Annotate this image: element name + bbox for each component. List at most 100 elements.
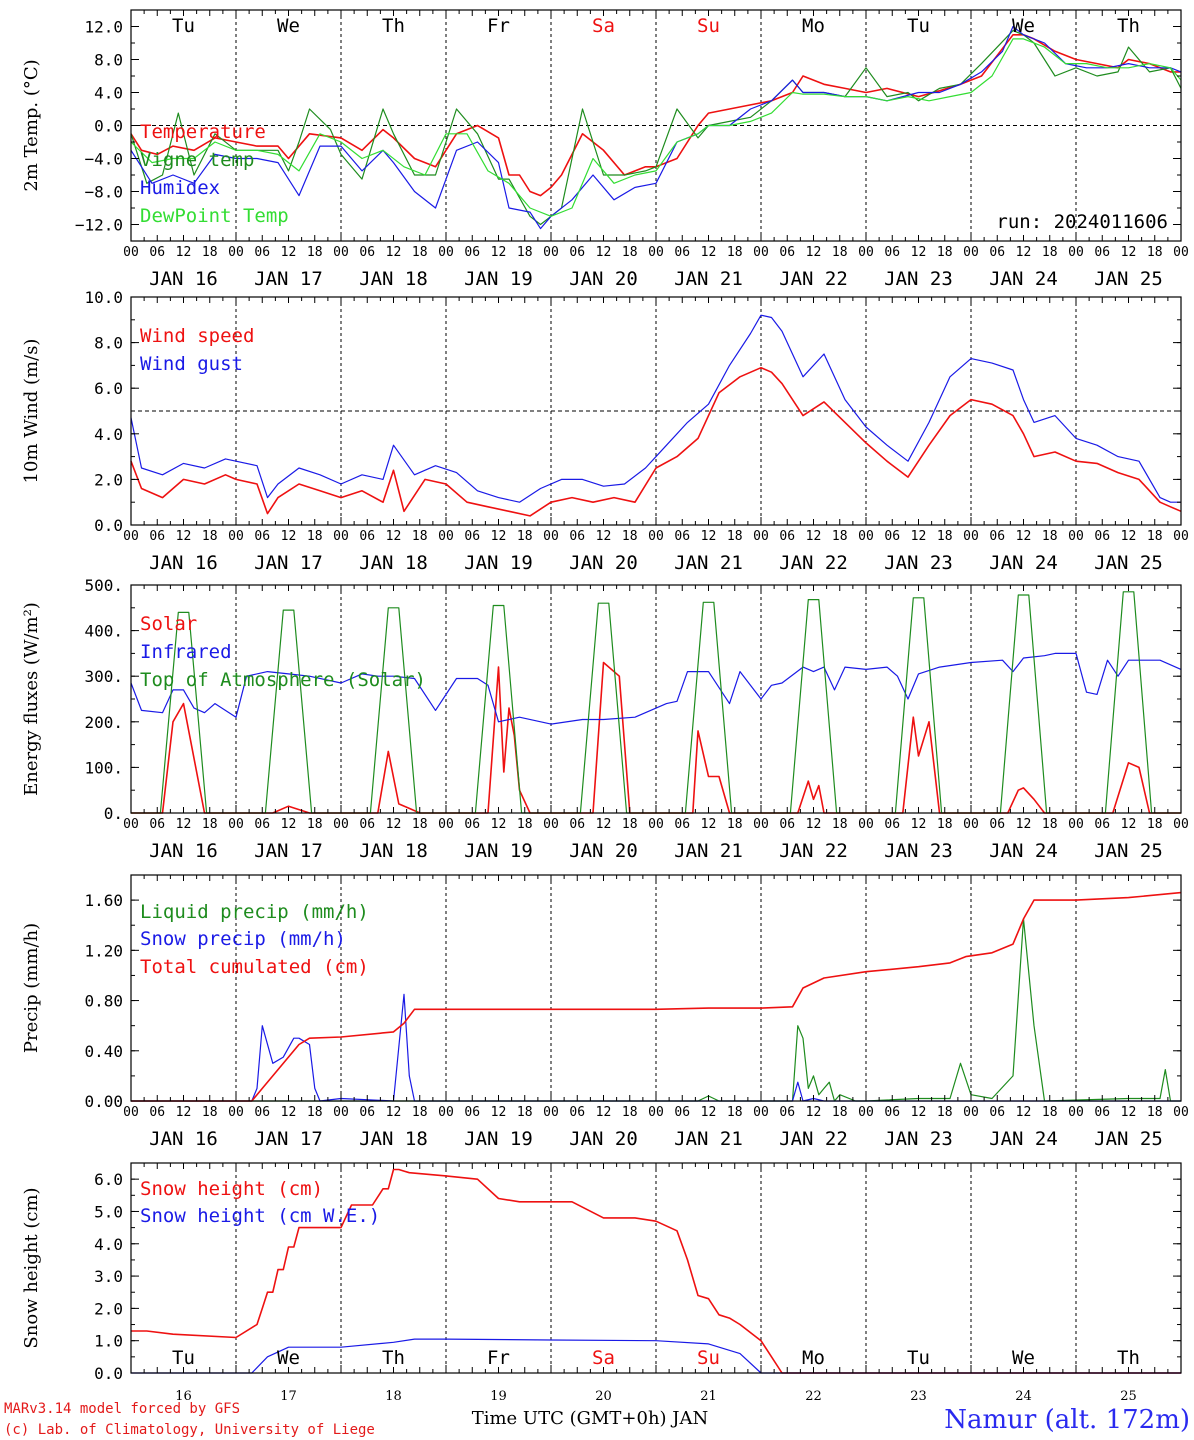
hour-tick-label: 18 <box>1147 245 1163 260</box>
date-label: JAN 17 <box>254 268 323 290</box>
hour-tick-label: 06 <box>989 1105 1005 1120</box>
hour-tick-label: 06 <box>779 245 795 260</box>
hour-tick-label: 12 <box>176 1105 192 1120</box>
hour-tick-label: 12 <box>806 817 822 832</box>
hour-tick-label: 18 <box>727 817 743 832</box>
y-tick-label: 10.0 <box>84 288 123 307</box>
date-label: JAN 19 <box>464 1128 533 1150</box>
hour-tick-label: 00 <box>543 817 559 832</box>
date-label: JAN 21 <box>674 1128 743 1150</box>
hour-tick-label: 00 <box>858 1105 874 1120</box>
series-line-snow-precip-mm-h- <box>131 993 1181 1102</box>
hour-tick-label: 00 <box>648 245 664 260</box>
hour-tick-label: 06 <box>569 1105 585 1120</box>
hour-tick-label: 00 <box>123 1105 139 1120</box>
hour-tick-label: 18 <box>832 817 848 832</box>
hour-tick-label: 12 <box>1016 817 1032 832</box>
y-tick-label: 3.0 <box>94 1267 123 1286</box>
legend-entry: Wind gust <box>140 353 243 375</box>
day-number-label: 17 <box>280 1389 297 1404</box>
hour-tick-label: 18 <box>307 1105 323 1120</box>
weekday-label: Th <box>382 15 405 37</box>
y-tick-label: 500. <box>84 576 123 595</box>
hour-tick-label: 18 <box>412 1105 428 1120</box>
y-tick-label: 0.00 <box>84 1092 123 1111</box>
hour-tick-label: 12 <box>1016 529 1032 544</box>
hour-tick-label: 06 <box>464 817 480 832</box>
hour-tick-label: 18 <box>1147 1105 1163 1120</box>
y-tick-label: 0. <box>104 804 123 823</box>
day-number-label: 20 <box>595 1389 612 1404</box>
y-tick-label: 1.0 <box>94 1332 123 1351</box>
weekday-label: Mo <box>802 15 825 37</box>
weekday-label: We <box>277 15 300 37</box>
x-axis-label: Time UTC (GMT+0h) JAN <box>472 1408 709 1429</box>
hour-tick-label: 18 <box>937 529 953 544</box>
hour-tick-label: 06 <box>359 1105 375 1120</box>
hour-tick-label: 12 <box>386 529 402 544</box>
legend-entry: Snow height (cm) <box>140 1178 323 1200</box>
hour-tick-label: 00 <box>333 245 349 260</box>
hour-tick-label: 06 <box>989 245 1005 260</box>
hour-tick-label: 06 <box>674 245 690 260</box>
hour-tick-label: 12 <box>386 1105 402 1120</box>
weekday-label: Tu <box>172 1347 195 1369</box>
y-tick-label: 5.0 <box>94 1202 123 1221</box>
series-line-vigne-temp <box>130 30 1182 226</box>
weekday-label: Fr <box>487 15 510 37</box>
hour-tick-label: 00 <box>123 529 139 544</box>
hour-tick-label: 12 <box>1121 245 1137 260</box>
hour-tick-label: 06 <box>149 817 165 832</box>
y-axis-label: Energy fluxes (W/m²) <box>21 602 42 796</box>
y-tick-label: 6.0 <box>94 1170 123 1189</box>
y-tick-label: 0.0 <box>94 1364 123 1383</box>
date-label: JAN 20 <box>569 1128 638 1150</box>
hour-tick-label: 18 <box>202 245 218 260</box>
series-line-dewpoint-temp <box>130 38 1182 217</box>
hour-tick-label: 06 <box>254 245 270 260</box>
y-tick-label: 4.0 <box>94 84 123 103</box>
hour-tick-label: 00 <box>648 1105 664 1120</box>
series-line-temperature <box>130 33 1181 197</box>
hour-tick-label: 00 <box>333 529 349 544</box>
y-tick-label: 0.0 <box>94 117 123 136</box>
date-label: JAN 25 <box>1094 840 1163 862</box>
hour-tick-label: 18 <box>937 817 953 832</box>
date-label: JAN 17 <box>254 840 323 862</box>
y-tick-label: 1.60 <box>84 891 123 910</box>
date-label: JAN 24 <box>989 552 1058 574</box>
series-line-snow-height-cm- <box>131 1168 1181 1374</box>
hour-tick-label: 18 <box>937 1105 953 1120</box>
hour-tick-label: 18 <box>622 245 638 260</box>
hour-tick-label: 06 <box>359 245 375 260</box>
hour-tick-label: 06 <box>149 245 165 260</box>
hour-tick-label: 12 <box>176 817 192 832</box>
hour-tick-label: 18 <box>832 1105 848 1120</box>
y-tick-label: 1.20 <box>84 941 123 960</box>
hour-tick-label: 00 <box>1068 1105 1084 1120</box>
hour-tick-label: 18 <box>307 817 323 832</box>
hour-tick-label: 06 <box>1094 245 1110 260</box>
hour-tick-label: 18 <box>1042 245 1058 260</box>
date-label: JAN 19 <box>464 552 533 574</box>
hour-tick-label: 18 <box>517 817 533 832</box>
hour-tick-label: 12 <box>281 1105 297 1120</box>
y-tick-label: 100. <box>84 758 123 777</box>
day-number-label: 23 <box>910 1389 927 1404</box>
hour-tick-label: 06 <box>674 817 690 832</box>
legend-entry: Liquid precip (mm/h) <box>140 901 369 923</box>
hour-tick-label: 18 <box>622 529 638 544</box>
date-label: JAN 24 <box>989 268 1058 290</box>
y-tick-label: 0.40 <box>84 1042 123 1061</box>
series-line-wind-speed <box>130 366 1182 517</box>
hour-tick-label: 00 <box>753 1105 769 1120</box>
hour-tick-label: 00 <box>333 1105 349 1120</box>
hour-tick-label: 06 <box>149 1105 165 1120</box>
hour-tick-label: 12 <box>491 529 507 544</box>
y-tick-label: 2.0 <box>94 1299 123 1318</box>
hour-tick-label: 00 <box>858 817 874 832</box>
hour-tick-label: 06 <box>569 245 585 260</box>
weekday-label: Mo <box>802 1347 825 1369</box>
hour-tick-label: 12 <box>806 529 822 544</box>
hour-tick-label: 12 <box>1121 1105 1137 1120</box>
